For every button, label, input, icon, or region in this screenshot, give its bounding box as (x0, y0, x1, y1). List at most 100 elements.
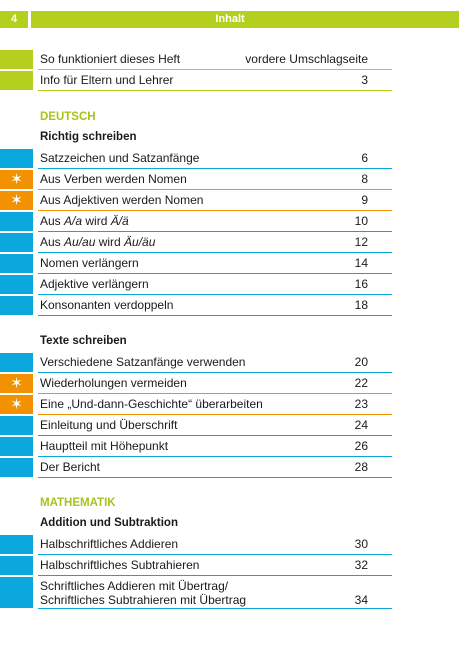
toc-entry[interactable]: ✶ Wiederholungen vermeiden 22 (0, 374, 392, 394)
toc-entry[interactable]: Info für Eltern und Lehrer 3 (0, 71, 392, 91)
toc-entry-page: 32 (354, 558, 368, 572)
label-line-1: Schriftliches Addieren mit Übertrag/ (40, 579, 229, 593)
star-icon: ✶ (10, 375, 23, 392)
color-tab (0, 71, 33, 90)
toc-entry-label: Verschiedene Satzanfänge verwenden (40, 355, 246, 369)
entry-underline (38, 89, 392, 91)
toc-entry[interactable]: Satzzeichen und Satzanfänge 6 (0, 149, 392, 169)
toc-entry[interactable]: So funktioniert dieses Heft vordere Umsc… (0, 50, 392, 70)
entry-underline (38, 230, 392, 232)
toc-entry[interactable]: Halbschriftliches Subtrahieren 32 (0, 556, 392, 576)
toc-entry[interactable]: Schriftliches Addieren mit Übertrag/ Sch… (0, 577, 392, 609)
toc-entry-label: Einleitung und Überschrift (40, 418, 178, 432)
toc-entry[interactable]: Halbschriftliches Addieren 30 (0, 535, 392, 555)
entry-underline (38, 68, 392, 70)
toc-entry-page: 34 (354, 593, 368, 607)
entry-underline (38, 607, 392, 609)
toc-entry[interactable]: Der Bericht 28 (0, 458, 392, 478)
label-line-2: Schriftliches Subtrahieren mit Übertrag (40, 593, 247, 607)
color-tab (0, 275, 33, 294)
toc-entry-page: 28 (354, 460, 368, 474)
toc-entry-page: vordere Umschlagseite (245, 52, 368, 66)
color-tab (0, 577, 33, 608)
color-tab (0, 437, 33, 456)
toc-entry-label: Eine „Und-dann-Geschichte“ überarbeiten (40, 397, 263, 411)
color-tab (0, 416, 33, 435)
color-tab: ✶ (0, 170, 33, 189)
entry-underline (38, 455, 392, 457)
toc-entry[interactable]: Nomen verlängern 14 (0, 254, 392, 274)
toc-entry-label: Info für Eltern und Lehrer (40, 73, 174, 87)
toc-entry[interactable]: Verschiedene Satzanfänge verwenden 20 (0, 353, 392, 373)
entry-underline (38, 167, 392, 169)
toc-entry-page: 10 (354, 214, 368, 228)
toc-entry[interactable]: Hauptteil mit Höhepunkt 26 (0, 437, 392, 457)
color-tab (0, 458, 33, 477)
entry-underline (38, 574, 392, 576)
color-tab: ✶ (0, 191, 33, 210)
label-emphasis: Ä/ä (110, 214, 129, 228)
toc-entry-label: Satzzeichen und Satzanfänge (40, 151, 200, 165)
subsection-heading-texte-schreiben: Texte schreiben (40, 335, 127, 347)
toc-entry-label: Aus Verben werden Nomen (40, 172, 187, 186)
toc-entry-page: 6 (361, 151, 368, 165)
label-text: wird (95, 235, 125, 249)
section-heading-deutsch: DEUTSCH (40, 111, 96, 123)
toc-entry-label: Halbschriftliches Addieren (40, 537, 179, 551)
entry-underline (38, 553, 392, 555)
color-tab: ✶ (0, 374, 33, 393)
toc-entry[interactable]: Adjektive verlängern 16 (0, 275, 392, 295)
entry-underline (38, 188, 392, 190)
toc-entry-label: So funktioniert dieses Heft (40, 52, 181, 66)
toc-entry[interactable]: ✶ Aus Verben werden Nomen 8 (0, 170, 392, 190)
section-heading-mathematik: MATHEMATIK (40, 497, 116, 509)
toc-entry-page: 22 (354, 376, 368, 390)
subsection-heading-addition-subtraktion: Addition und Subtraktion (40, 517, 178, 529)
toc-entry[interactable]: ✶ Aus Adjektiven werden Nomen 9 (0, 191, 392, 211)
star-icon: ✶ (10, 192, 23, 209)
toc-entry-page: 18 (354, 298, 368, 312)
color-tab (0, 353, 33, 372)
color-tab (0, 296, 33, 315)
entry-underline (38, 272, 392, 274)
entry-underline (38, 293, 392, 295)
entry-underline (38, 314, 392, 316)
color-tab (0, 254, 33, 273)
toc-entry[interactable]: Aus A/a wird Ä/ä 10 (0, 212, 392, 232)
toc-entry-label: Konsonanten verdoppeln (40, 298, 174, 312)
toc-entry-label: Der Bericht (40, 460, 101, 474)
header-bar: 4 Inhalt (0, 11, 459, 28)
entry-underline (38, 251, 392, 253)
page-title: Inhalt (215, 13, 245, 25)
toc-entry[interactable]: Aus Au/au wird Äu/äu 12 (0, 233, 392, 253)
color-tab (0, 212, 33, 231)
toc-entry[interactable]: ✶ Eine „Und-dann-Geschichte“ überarbeite… (0, 395, 392, 415)
toc-entry-label: Schriftliches Addieren mit Übertrag/ Sch… (40, 579, 246, 607)
label-text: Aus (40, 214, 65, 228)
toc-entry-page: 20 (354, 355, 368, 369)
toc-entry-page: 16 (354, 277, 368, 291)
color-tab: ✶ (0, 395, 33, 414)
toc-entry-page: 9 (361, 193, 368, 207)
toc-entry-page: 30 (354, 537, 368, 551)
color-tab (0, 149, 33, 168)
label-text: wird (82, 214, 111, 228)
toc-entry-page: 26 (354, 439, 368, 453)
label-emphasis: A/a (64, 214, 83, 228)
label-emphasis: Äu/äu (124, 235, 156, 249)
toc-entry-label: Adjektive verlängern (40, 277, 149, 291)
toc-entry[interactable]: Einleitung und Überschrift 24 (0, 416, 392, 436)
toc-entry-label: Aus Adjektiven werden Nomen (40, 193, 204, 207)
subsection-heading-richtig-schreiben: Richtig schreiben (40, 131, 137, 143)
color-tab (0, 556, 33, 575)
color-tab (0, 535, 33, 554)
star-icon: ✶ (10, 171, 23, 188)
entry-underline (38, 434, 392, 436)
entry-underline (38, 413, 392, 415)
toc-entry[interactable]: Konsonanten verdoppeln 18 (0, 296, 392, 316)
color-tab (0, 50, 33, 69)
toc-entry-page: 24 (354, 418, 368, 432)
toc-entry-page: 23 (354, 397, 368, 411)
toc-entry-label: Wiederholungen vermeiden (40, 376, 187, 390)
entry-underline (38, 209, 392, 211)
